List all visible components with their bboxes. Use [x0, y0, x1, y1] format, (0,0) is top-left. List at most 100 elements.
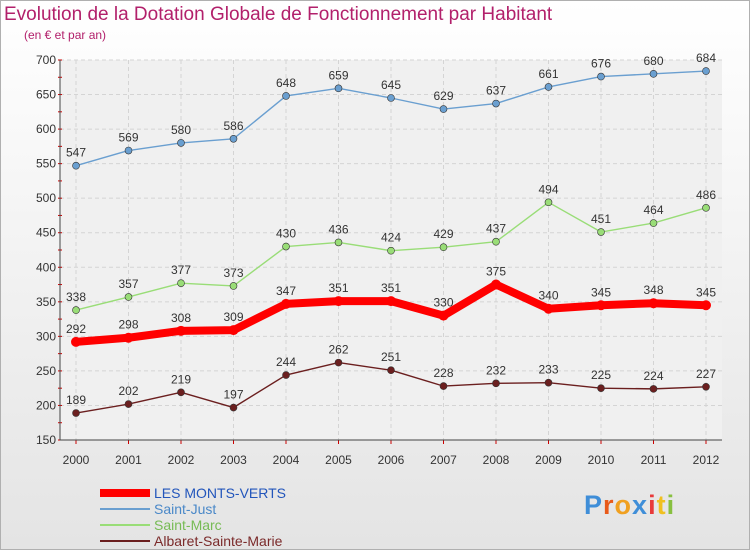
- data-label: 486: [696, 188, 716, 202]
- data-label: 436: [328, 222, 348, 236]
- data-label: 580: [171, 123, 191, 137]
- y-tick-label: 550: [36, 157, 56, 171]
- x-tick-label: 2001: [115, 453, 142, 467]
- data-label: 227: [696, 367, 716, 381]
- data-label: 225: [591, 368, 611, 382]
- legend-item: Albaret-Sainte-Marie: [100, 533, 360, 549]
- data-label: 659: [328, 68, 348, 82]
- data-point: [229, 403, 238, 412]
- data-point: [282, 242, 290, 251]
- data-label: 347: [276, 284, 296, 298]
- data-point: [543, 303, 554, 314]
- chart-subtitle: (en € et par an): [24, 28, 107, 42]
- data-label: 629: [433, 89, 453, 103]
- data-label: 309: [223, 310, 243, 324]
- data-point: [333, 296, 344, 307]
- legend: LES MONTS-VERTS Saint-Just Saint-Marc Albar…: [100, 485, 360, 549]
- data-label: 330: [433, 296, 453, 310]
- data-point: [492, 237, 500, 246]
- y-tick-label: 500: [36, 191, 56, 205]
- data-label: 232: [486, 363, 506, 377]
- data-point: [124, 146, 133, 155]
- data-point: [492, 379, 500, 388]
- data-point: [597, 384, 605, 392]
- data-label: 189: [66, 393, 86, 407]
- data-point: [176, 325, 186, 336]
- x-tick-label: 2000: [63, 453, 90, 467]
- data-label: 645: [381, 78, 401, 92]
- data-point: [492, 99, 500, 108]
- data-point: [702, 67, 710, 75]
- x-tick-label: 2010: [588, 453, 615, 467]
- data-label: 586: [223, 119, 243, 133]
- data-point: [649, 385, 658, 393]
- data-label: 345: [591, 285, 611, 299]
- data-point: [282, 371, 290, 379]
- data-label: 430: [276, 227, 296, 241]
- data-point: [177, 388, 185, 397]
- data-label: 351: [328, 281, 348, 295]
- x-tick-label: 2009: [535, 453, 562, 467]
- data-label: 219: [171, 372, 191, 386]
- logo-letter: t: [656, 490, 667, 520]
- data-label: 547: [66, 146, 86, 160]
- data-point: [334, 84, 343, 93]
- data-label: 437: [486, 222, 506, 236]
- data-point: [386, 296, 396, 307]
- data-label: 494: [538, 182, 558, 196]
- data-label: 251: [381, 350, 401, 364]
- y-tick-label: 450: [36, 226, 56, 240]
- data-point: [387, 94, 395, 102]
- data-label: 345: [696, 285, 716, 299]
- data-point: [71, 336, 81, 347]
- y-tick-label: 200: [36, 398, 56, 412]
- data-point: [439, 382, 448, 390]
- data-point: [334, 358, 343, 367]
- data-point: [124, 293, 133, 301]
- legend-swatch: [100, 489, 150, 497]
- x-tick-label: 2002: [168, 453, 195, 467]
- data-point: [229, 282, 238, 290]
- legend-label: Saint-Marc: [154, 517, 222, 533]
- data-point: [648, 298, 659, 309]
- legend-swatch: [100, 508, 150, 510]
- y-tick-label: 300: [36, 329, 56, 343]
- data-point: [229, 134, 238, 143]
- data-label: 338: [66, 290, 86, 304]
- data-label: 340: [538, 289, 558, 303]
- data-label: 429: [433, 227, 453, 241]
- data-point: [124, 400, 133, 408]
- x-tick-label: 2012: [693, 453, 720, 467]
- y-tick-label: 350: [36, 295, 56, 309]
- logo-letter: x: [632, 490, 649, 520]
- data-point: [701, 300, 711, 311]
- legend-label: LES MONTS-VERTS: [154, 485, 286, 501]
- logo-letter: r: [603, 490, 615, 520]
- data-point: [72, 306, 80, 314]
- y-tick-label: 400: [36, 260, 56, 274]
- legend-item: Saint-Just: [100, 501, 360, 517]
- data-label: 197: [223, 388, 243, 402]
- data-label: 637: [486, 84, 506, 98]
- data-point: [544, 378, 553, 387]
- y-tick-label: 650: [36, 88, 56, 102]
- data-point: [123, 332, 134, 343]
- data-label: 373: [223, 266, 243, 280]
- data-point: [334, 238, 343, 247]
- data-label: 684: [696, 51, 716, 65]
- legend-item: Saint-Marc: [100, 517, 360, 533]
- data-point: [177, 279, 185, 287]
- data-label: 424: [381, 231, 401, 245]
- data-label: 451: [591, 212, 611, 226]
- data-label: 292: [66, 322, 86, 336]
- data-point: [597, 228, 605, 236]
- data-point: [702, 204, 710, 212]
- data-label: 348: [643, 283, 663, 297]
- logo-letter: P: [584, 490, 604, 520]
- data-label: 569: [118, 131, 138, 145]
- data-point: [439, 243, 448, 252]
- y-tick-label: 600: [36, 122, 56, 136]
- y-tick-label: 250: [36, 364, 56, 378]
- data-point: [649, 219, 658, 227]
